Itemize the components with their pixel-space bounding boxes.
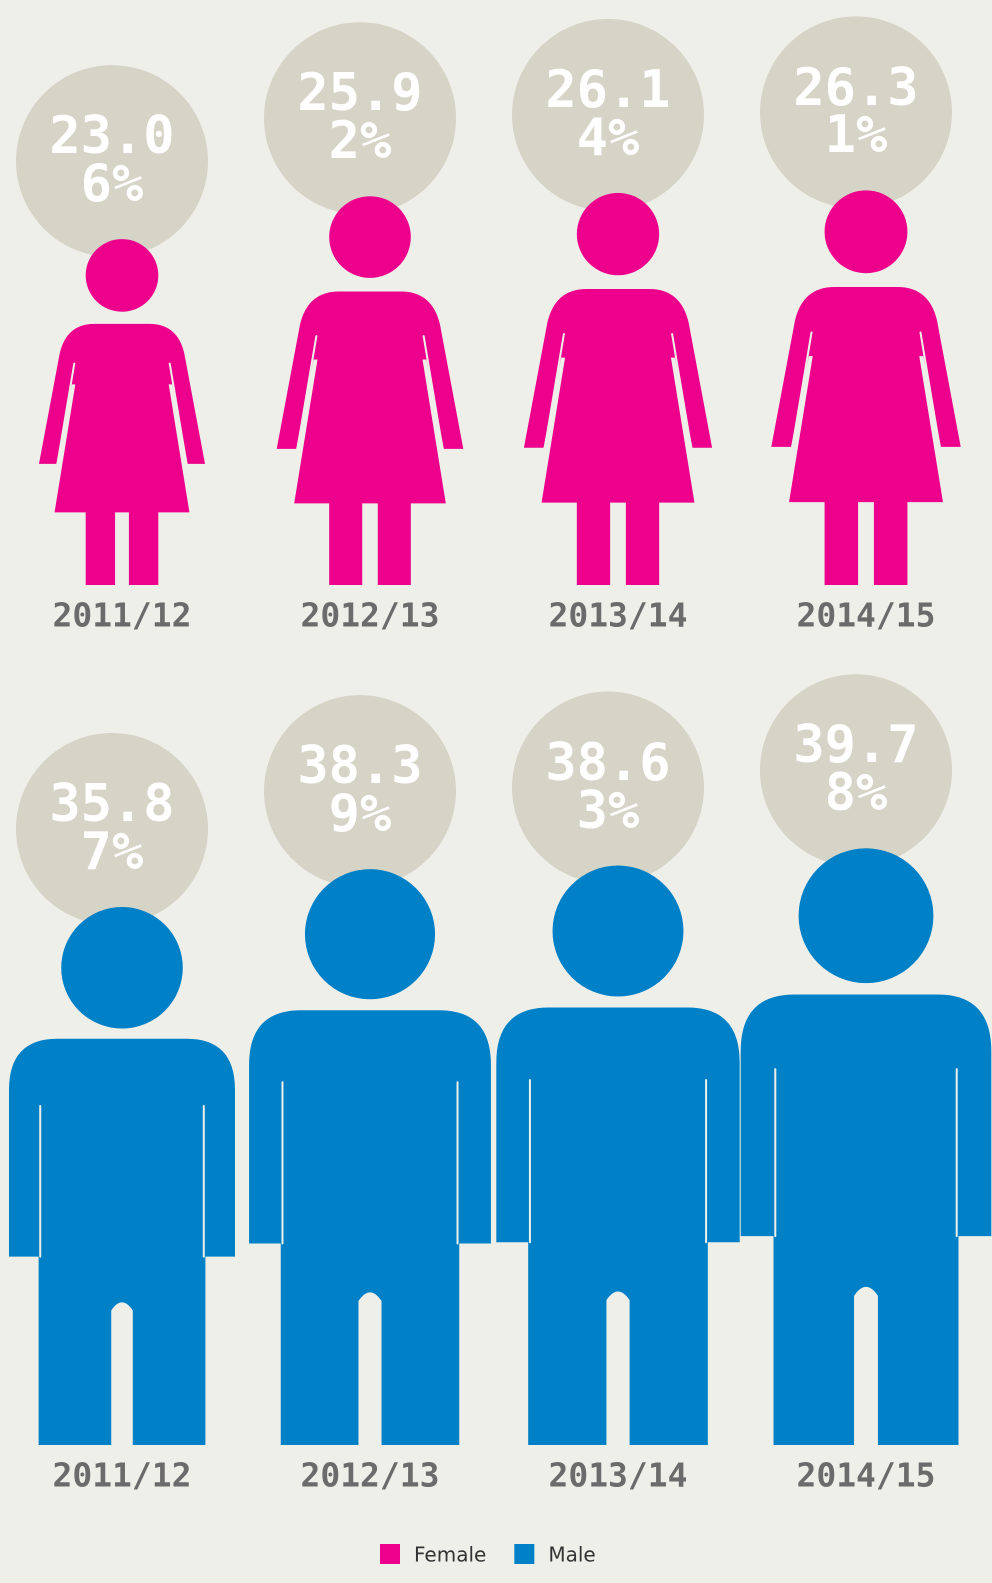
value-label: 38.39% xyxy=(297,736,423,845)
label-bubble xyxy=(512,18,704,211)
value-label: 35.87% xyxy=(49,774,175,882)
value-label-box: 25.92% xyxy=(264,38,456,198)
value-label: 39.78% xyxy=(793,715,919,824)
value-label: 23.06% xyxy=(49,106,175,215)
category-label: 2012/13 xyxy=(300,1456,439,1495)
arm-gap xyxy=(298,336,316,445)
legend-label: Male xyxy=(548,1543,595,1567)
figure xyxy=(771,190,961,585)
value-label: 25.92% xyxy=(297,63,423,172)
figure-body xyxy=(771,287,961,585)
label-bubble xyxy=(16,65,208,258)
value-label-wrap: 38.39% xyxy=(264,711,456,871)
figure-head xyxy=(552,865,684,997)
arm-gap xyxy=(424,336,442,445)
label-bubble xyxy=(760,16,952,209)
category-label: 2011/12 xyxy=(52,1456,191,1495)
category-label: 2014/15 xyxy=(796,596,935,635)
figure-body xyxy=(523,288,713,585)
arm-gap xyxy=(672,334,690,444)
value-label-wrap: 35.87% xyxy=(16,749,208,909)
figure-body xyxy=(38,323,206,585)
value-label-wrap: 38.63% xyxy=(512,708,704,868)
value-label-box: 38.39% xyxy=(264,711,456,871)
label-bubble xyxy=(760,674,952,867)
category-label: 2013/14 xyxy=(548,1456,687,1495)
arm-gap xyxy=(170,364,186,461)
figure-body xyxy=(9,1038,235,1445)
figure-head xyxy=(329,196,411,278)
arm-gap xyxy=(920,332,939,443)
value-label: 26.14% xyxy=(545,60,671,168)
value-label-wrap: 23.06% xyxy=(16,81,208,241)
legend-swatch xyxy=(514,1544,535,1564)
figure-body xyxy=(249,1010,491,1445)
figure xyxy=(9,906,235,1445)
figure xyxy=(249,869,491,1445)
value-label-wrap: 25.92% xyxy=(264,38,456,198)
figure-head xyxy=(85,239,159,312)
legend-swatch xyxy=(380,1544,400,1564)
figure-head xyxy=(798,848,934,984)
arm-gap xyxy=(545,334,563,444)
label-bubble xyxy=(16,732,208,925)
legend-label: Female xyxy=(414,1543,486,1567)
figure-body xyxy=(496,1007,740,1445)
figure xyxy=(496,865,740,1445)
label-bubble xyxy=(264,695,456,888)
figure xyxy=(740,848,992,1445)
figure-head xyxy=(61,906,183,1029)
figure-head xyxy=(576,192,660,276)
label-bubble xyxy=(512,691,704,884)
value-label-box: 26.14% xyxy=(512,35,704,195)
figure-body xyxy=(740,994,992,1445)
category-label: 2012/13 xyxy=(300,596,439,635)
value-label-wrap: 39.78% xyxy=(760,690,952,850)
value-label-box: 39.78% xyxy=(760,690,952,850)
value-label-wrap: 26.31% xyxy=(760,32,952,192)
figure xyxy=(38,239,206,585)
category-label: 2014/15 xyxy=(796,1456,935,1495)
figure xyxy=(276,196,464,585)
figure xyxy=(523,192,713,585)
value-label-wrap: 26.14% xyxy=(512,35,704,195)
category-label: 2011/12 xyxy=(52,596,191,635)
label-bubble xyxy=(264,22,456,215)
arm-gap xyxy=(793,332,812,443)
value-label-box: 35.87% xyxy=(16,749,208,909)
figure-head xyxy=(824,190,908,274)
value-label-box: 23.06% xyxy=(16,81,208,241)
value-label: 26.31% xyxy=(793,57,919,166)
value-label-box: 26.31% xyxy=(760,32,952,192)
category-label: 2013/14 xyxy=(548,596,687,635)
figure-head xyxy=(304,869,436,1000)
value-label: 38.63% xyxy=(545,732,671,841)
value-label-box: 38.63% xyxy=(512,708,704,868)
figure-body xyxy=(276,291,464,585)
arm-gap xyxy=(58,364,74,461)
